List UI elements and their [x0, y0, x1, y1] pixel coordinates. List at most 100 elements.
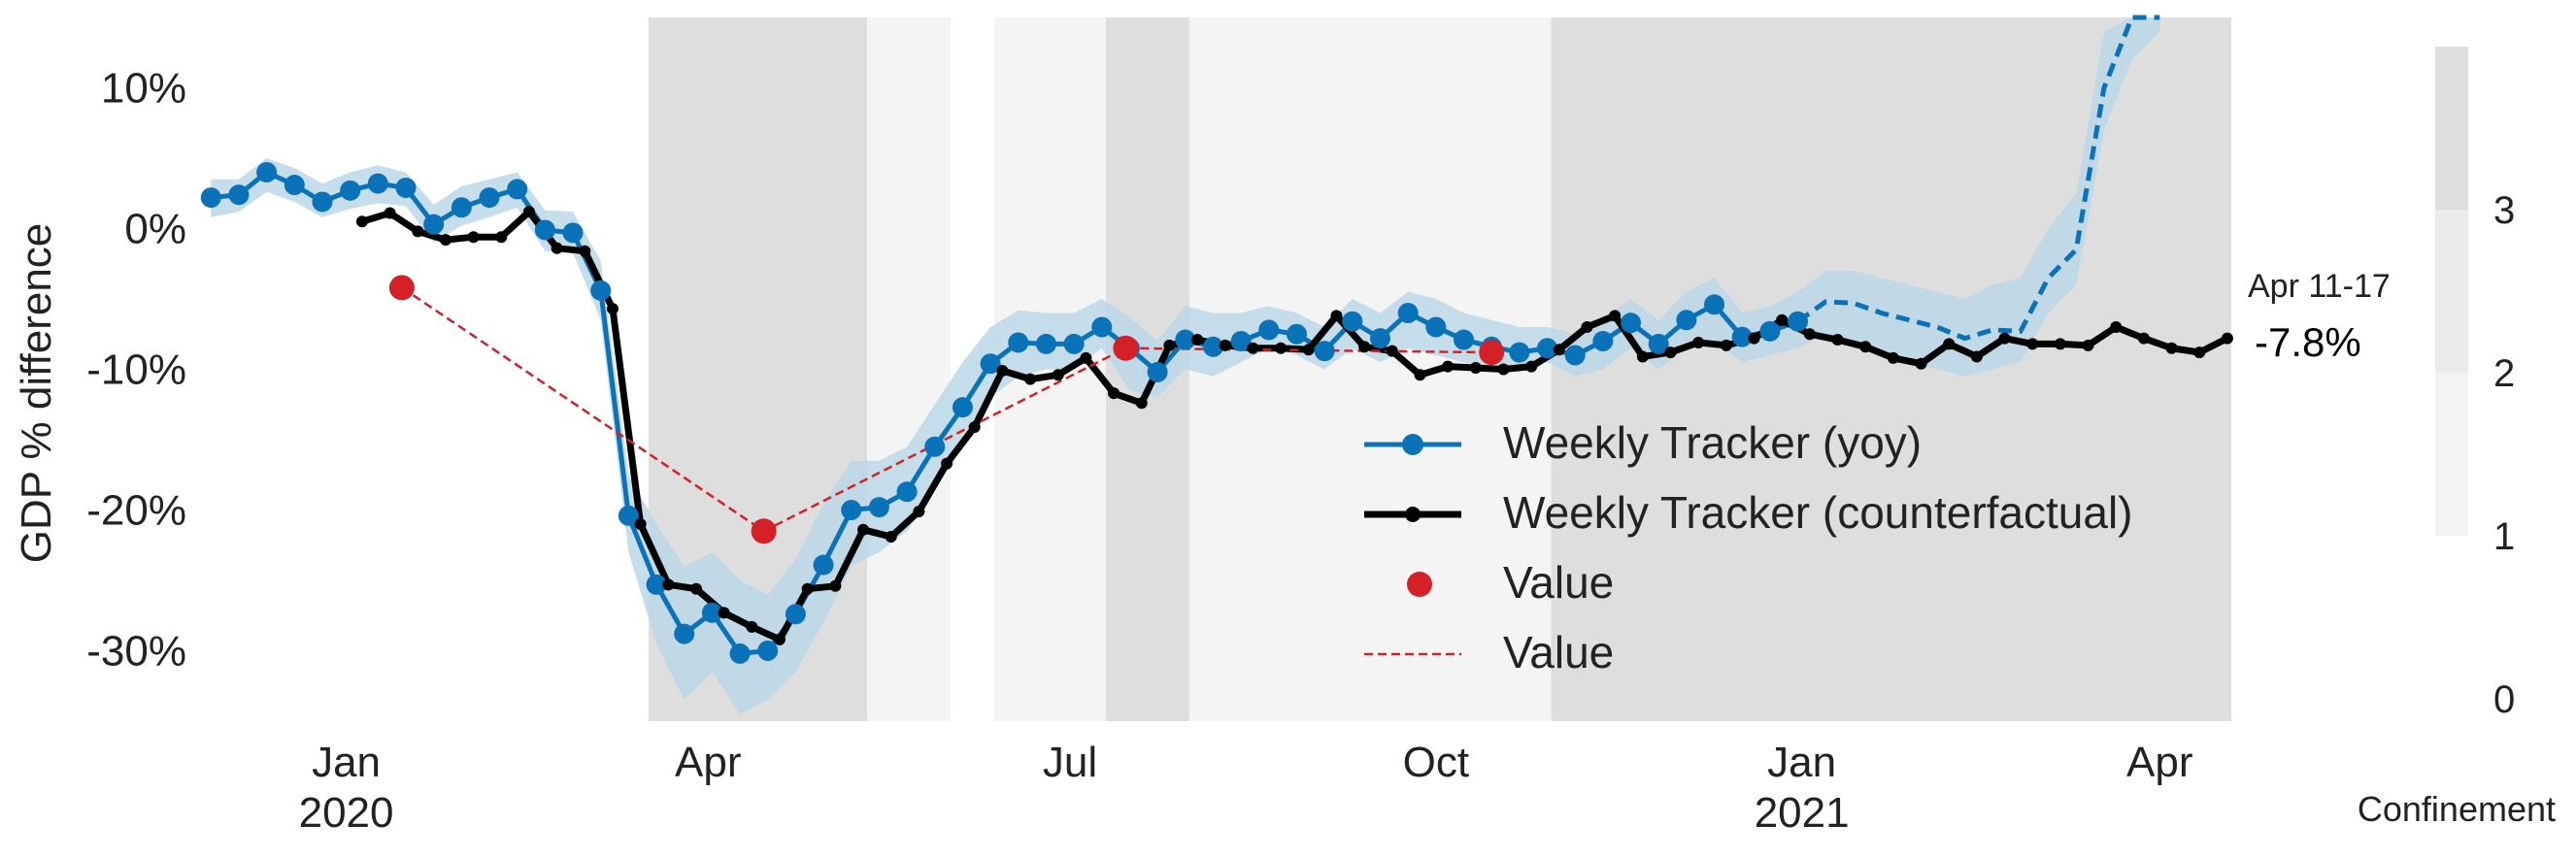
weekly-tracker-counterfactual-point — [2221, 332, 2233, 345]
weekly-tracker-counterfactual-point — [467, 231, 480, 244]
colorbar-segment-0 — [2435, 373, 2468, 536]
legend-counterfactual-marker — [1405, 507, 1421, 522]
annotation-date: Apr 11-17 — [2248, 268, 2391, 305]
weekly-tracker-counterfactual-point — [968, 420, 981, 433]
weekly-tracker-counterfactual-point — [1998, 332, 2011, 345]
confidence-bands — [211, 17, 2160, 714]
weekly-tracker-counterfactual-point — [1636, 350, 1649, 363]
weekly-tracker-yoy-point — [1676, 310, 1697, 331]
colorbar-segment-2 — [2435, 47, 2468, 210]
weekly-tracker-counterfactual-point — [439, 234, 452, 247]
weekly-tracker-yoy-point — [618, 505, 639, 526]
weekly-tracker-yoy-point — [423, 214, 445, 235]
confinement-colorbar: 0 1 2 3 — [2435, 47, 2515, 721]
weekly-tracker-counterfactual-point — [2054, 338, 2066, 350]
legend-value-marker — [1407, 572, 1432, 597]
weekly-tracker-counterfactual-point — [1497, 363, 1510, 376]
weekly-tracker-yoy-point — [1509, 342, 1530, 363]
weekly-tracker-yoy-point — [646, 574, 667, 595]
weekly-tracker-counterfactual-point — [718, 607, 730, 619]
y-tick-label: -10% — [86, 346, 186, 394]
weekly-tracker-yoy-point — [1731, 326, 1753, 347]
weekly-tracker-yoy-forecast-line — [1796, 15, 2160, 342]
weekly-tracker-yoy-point — [451, 197, 472, 218]
weekly-tracker-yoy-point — [1564, 345, 1586, 366]
weekly-tracker-yoy-line — [211, 170, 1799, 656]
weekly-tracker-counterfactual-point — [1469, 362, 1482, 375]
weekly-tracker-counterfactual-point — [1386, 345, 1398, 357]
weekly-tracker-counterfactual-point — [689, 582, 702, 595]
weekly-tracker-counterfactual-point — [774, 633, 786, 645]
weekly-tracker-counterfactual-point — [1219, 339, 1231, 351]
colorbar-label: Confinement — [2358, 789, 2556, 829]
weekly-tracker-yoy-point — [868, 497, 889, 518]
weekly-tracker-counterfactual-point — [913, 505, 925, 517]
weekly-tracker-counterfactual-point — [1525, 360, 1538, 373]
weekly-tracker-yoy-point — [1035, 333, 1056, 354]
colorbar-segment-1 — [2435, 210, 2468, 373]
x-tick-year: 2020 — [299, 789, 394, 837]
weekly-tracker-counterfactual-point — [355, 215, 368, 228]
value-point — [751, 518, 777, 544]
weekly-tracker-yoy-point — [1369, 328, 1390, 349]
legend-label-value-marker: Value — [1503, 557, 1614, 608]
weekly-tracker-yoy-point — [562, 222, 584, 244]
confidence-band-0 — [211, 158, 1798, 714]
weekly-tracker-yoy-point — [1175, 329, 1196, 350]
weekly-tracker-counterfactual-point — [857, 523, 870, 536]
weekly-tracker-counterfactual-point — [522, 206, 535, 218]
y-tick-label: -30% — [86, 628, 186, 676]
weekly-tracker-counterfactual-point — [1748, 332, 1760, 345]
confinement-bands — [648, 17, 2231, 721]
annotation-value: -7.8% — [2255, 319, 2361, 365]
colorbar-tick-label: 3 — [2493, 189, 2515, 232]
weekly-tracker-yoy-point — [1147, 361, 1168, 382]
weekly-tracker-yoy-point — [1342, 311, 1363, 332]
weekly-tracker-counterfactual-point — [1970, 350, 1983, 363]
weekly-tracker-counterfactual-point — [829, 579, 842, 592]
weekly-tracker-counterfactual-point — [1915, 357, 1927, 370]
weekly-tracker-yoy-point — [284, 175, 305, 196]
y-axis-label: GDP % difference — [13, 223, 60, 564]
confinement-band-1 — [867, 17, 952, 721]
weekly-tracker-yoy-point — [841, 500, 862, 520]
weekly-tracker-counterfactual-point — [996, 364, 1009, 377]
weekly-tracker-counterfactual-point — [634, 518, 647, 530]
legend-label-counterfactual: Weekly Tracker (counterfactual) — [1503, 487, 2133, 538]
legend-label-yoy: Weekly Tracker (yoy) — [1503, 417, 1922, 468]
weekly-tracker-counterfactual-point — [579, 245, 591, 257]
weekly-tracker-counterfactual-point — [2165, 342, 2178, 354]
weekly-tracker-yoy-point — [507, 179, 528, 200]
weekly-tracker-counterfactual-point — [1247, 342, 1259, 354]
weekly-tracker-counterfactual-point — [885, 531, 897, 544]
legend: Weekly Tracker (yoy) Weekly Tracker (cou… — [1364, 417, 2133, 677]
series-markers — [200, 162, 2233, 664]
weekly-tracker-yoy-point — [701, 602, 722, 623]
weekly-tracker-counterfactual-point — [1163, 339, 1176, 351]
x-tick-year: 2021 — [1755, 789, 1850, 837]
y-tick-label: -20% — [86, 487, 186, 535]
weekly-tracker-counterfactual-point — [1553, 344, 1565, 356]
weekly-tracker-yoy-point — [479, 187, 500, 209]
weekly-tracker-yoy-point — [312, 191, 333, 213]
y-tick-label: 0% — [124, 206, 186, 253]
weekly-tracker-counterfactual-point — [1859, 341, 1872, 353]
weekly-tracker-yoy-point — [1397, 303, 1419, 323]
weekly-tracker-yoy-point — [729, 643, 751, 664]
weekly-tracker-counterfactual-point — [2026, 338, 2039, 350]
weekly-tracker-counterfactual-point — [2110, 321, 2123, 333]
weekly-tracker-counterfactual-point — [662, 578, 675, 591]
weekly-tracker-counterfactual-point — [2137, 332, 2150, 345]
x-tick-label: Jan — [1767, 739, 1836, 786]
weekly-tracker-yoy-point — [1648, 333, 1669, 354]
weekly-tracker-yoy-point — [1314, 341, 1335, 362]
weekly-tracker-counterfactual-point — [1024, 373, 1037, 385]
weekly-tracker-yoy-point — [340, 180, 361, 201]
weekly-tracker-yoy-point — [367, 173, 388, 194]
weekly-tracker-counterfactual-point — [1664, 346, 1677, 359]
weekly-tracker-yoy-point — [228, 184, 250, 206]
weekly-tracker-yoy-point — [1425, 316, 1447, 338]
weekly-tracker-counterfactual-point — [1108, 387, 1121, 400]
weekly-tracker-counterfactual-point — [746, 620, 758, 633]
weekly-tracker-counterfactual-point — [1080, 351, 1092, 364]
